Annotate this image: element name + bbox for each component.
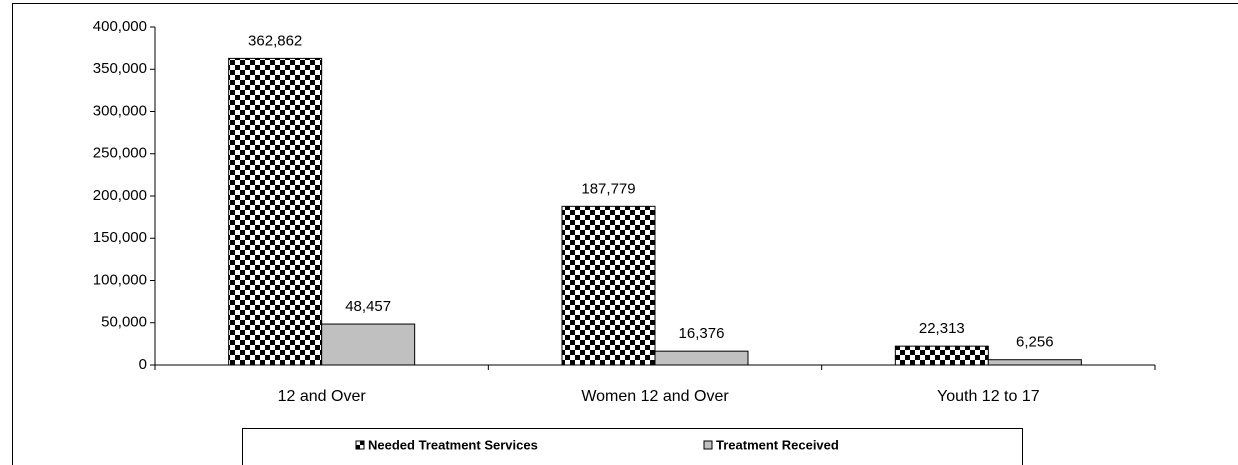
data-label: 22,313 xyxy=(919,320,965,337)
legend-box xyxy=(242,428,1023,465)
y-tick-label: 250,000 xyxy=(93,145,147,162)
legend: Needed Treatment Services Treatment Recei… xyxy=(242,428,1023,465)
y-tick-label: 100,000 xyxy=(93,271,147,288)
y-tick-label: 350,000 xyxy=(93,60,147,77)
y-tick-label: 200,000 xyxy=(93,187,147,204)
bar xyxy=(894,345,989,366)
x-tick-label: Women 12 and Over xyxy=(581,388,729,405)
chart-border xyxy=(12,3,1238,465)
y-tick-label: 0 xyxy=(139,356,147,373)
bar xyxy=(654,350,749,366)
data-label: 362,862 xyxy=(248,32,302,49)
x-tick-label: 12 and Over xyxy=(278,388,367,405)
legend-label: Needed Treatment Services xyxy=(368,437,538,452)
legend-swatch xyxy=(703,440,713,450)
y-tick-label: 400,000 xyxy=(93,18,147,35)
bar xyxy=(321,323,416,366)
legend-swatch xyxy=(355,440,365,450)
data-label: 48,457 xyxy=(345,298,391,315)
data-label: 6,256 xyxy=(1016,334,1054,351)
legend-label: Treatment Received xyxy=(716,437,839,452)
y-tick-label: 150,000 xyxy=(93,229,147,246)
data-label: 187,779 xyxy=(581,180,635,197)
x-tick-label: Youth 12 to 17 xyxy=(937,388,1040,405)
y-tick-label: 300,000 xyxy=(93,102,147,119)
data-label: 16,376 xyxy=(679,325,725,342)
bar xyxy=(228,57,323,366)
y-tick-label: 50,000 xyxy=(101,314,147,331)
bar xyxy=(987,359,1082,366)
bar xyxy=(561,205,656,366)
